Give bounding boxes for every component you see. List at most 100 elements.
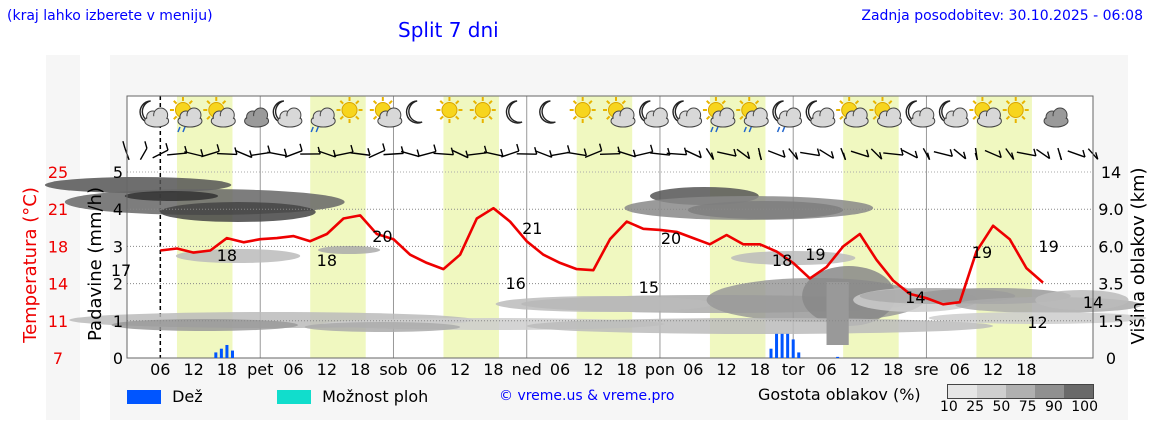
weather-icon-slot bbox=[169, 97, 203, 133]
cloud-icon bbox=[710, 107, 736, 128]
cloud-blob bbox=[928, 312, 1147, 324]
cloud-blob bbox=[624, 196, 874, 220]
weather-icon-slot bbox=[1002, 97, 1029, 123]
temperature-tick-label: 14 bbox=[48, 275, 68, 294]
temperature-tick-label: 18 bbox=[48, 237, 68, 256]
temperature-label: 20 bbox=[661, 229, 681, 248]
cloud-icon bbox=[177, 107, 203, 128]
temperature-label: 12 bbox=[1027, 313, 1047, 332]
cloud-icon bbox=[843, 107, 869, 128]
rain-bar bbox=[775, 333, 779, 358]
x-tick-label: 12 bbox=[450, 360, 470, 379]
weather-icon-slot bbox=[772, 100, 803, 133]
x-tick-label: 18 bbox=[483, 360, 503, 379]
wind-barb-icon bbox=[368, 143, 386, 159]
x-tick-label: 18 bbox=[350, 360, 370, 379]
temperature-label: 18 bbox=[772, 251, 792, 270]
wind-barb-icon bbox=[599, 146, 621, 156]
weather-icon-slot bbox=[905, 100, 936, 128]
cloud-icon bbox=[677, 107, 703, 128]
daylight-band bbox=[443, 96, 499, 358]
wind-barb-icon bbox=[819, 149, 835, 159]
daylight-band bbox=[576, 96, 633, 358]
x-tick-label: 12 bbox=[583, 360, 603, 379]
temperature-label: 18 bbox=[217, 246, 237, 265]
rain-drops-icon bbox=[310, 126, 319, 133]
weather-icon-slot bbox=[702, 97, 736, 133]
wind-barb-icon bbox=[984, 149, 1002, 159]
cloud-icon bbox=[210, 107, 236, 128]
rain-bar bbox=[836, 356, 840, 358]
rain-label: Dež bbox=[172, 387, 203, 406]
rain-drops-icon bbox=[743, 126, 752, 133]
rain-bar bbox=[780, 333, 784, 358]
wind-barb-icon bbox=[417, 144, 437, 158]
wind-barb-icon bbox=[666, 147, 688, 156]
cloud-blob bbox=[304, 322, 461, 332]
page-title: Split 7 dni bbox=[398, 18, 499, 42]
weather-icon-slot bbox=[139, 100, 170, 128]
cloud-density-label: Gostota oblakov (%) bbox=[758, 385, 921, 404]
cloud-density-swatch bbox=[1064, 385, 1093, 398]
wind-barb-icon bbox=[483, 148, 504, 157]
wind-barb-icon bbox=[184, 149, 204, 157]
location-hint-link[interactable]: (kraj lahko izberete v meniju) bbox=[7, 8, 213, 24]
cloud-icon bbox=[943, 107, 969, 128]
precipitation-tick-label: 2 bbox=[113, 275, 123, 294]
x-tick-label: 06 bbox=[283, 360, 303, 379]
cloud-density-swatch bbox=[948, 385, 977, 398]
temperature-tick-label: 7 bbox=[53, 349, 63, 368]
x-tick-label: 06 bbox=[150, 360, 170, 379]
temperature-tick-label: 21 bbox=[48, 200, 68, 219]
wind-barb-icon bbox=[267, 148, 288, 157]
precipitation-tick-label: 0 bbox=[113, 349, 123, 368]
x-tick-label: tor bbox=[782, 360, 805, 379]
wind-barb-icon bbox=[974, 147, 979, 161]
cloud-height-tick-label: 9.0 bbox=[1098, 200, 1123, 219]
sun-icon bbox=[1002, 97, 1029, 123]
precipitation-axis-title: Padavine (mm/h) bbox=[85, 187, 106, 341]
weather-icon-slot bbox=[203, 97, 236, 128]
rain-bar bbox=[230, 350, 234, 358]
cloud-icon bbox=[777, 107, 803, 128]
weather-icon-slot bbox=[836, 97, 869, 128]
sun-icon bbox=[336, 97, 363, 123]
wind-barb-icon bbox=[201, 144, 220, 158]
wind-barb-icon bbox=[767, 150, 786, 158]
weather-icon-slot bbox=[310, 107, 336, 133]
wind-barb-icon bbox=[870, 148, 883, 160]
x-tick-label: pon bbox=[645, 360, 675, 379]
credit-link[interactable]: © vreme.us & vreme.pro bbox=[499, 388, 675, 404]
cloud-height-tick-label: 6.0 bbox=[1098, 237, 1123, 256]
wind-barb-icon bbox=[235, 149, 253, 159]
cloud-blob bbox=[175, 249, 301, 263]
cloud-height-tick-label: 0 bbox=[1106, 349, 1116, 368]
rain-bar bbox=[797, 352, 801, 358]
wind-barb-icon bbox=[1057, 147, 1063, 161]
x-tick-label: sob bbox=[379, 360, 407, 379]
temperature-label: 19 bbox=[972, 243, 992, 262]
weather-icon-slot bbox=[539, 100, 556, 124]
cloud-density-ticks: 10 25 50 75 90 100 bbox=[940, 399, 1098, 415]
rain-drops-icon bbox=[177, 126, 186, 133]
moon-icon bbox=[539, 100, 556, 124]
x-tick-label: 18 bbox=[217, 360, 237, 379]
cloud-height-axis-title: Višina oblakov (km) bbox=[1128, 167, 1149, 344]
precipitation-tick-label: 1 bbox=[113, 312, 123, 331]
weather-icon-slot bbox=[369, 97, 403, 128]
x-tick-label: 12 bbox=[850, 360, 870, 379]
wind-barb-icon bbox=[922, 147, 931, 161]
wind-barb-icon bbox=[550, 145, 571, 157]
temperature-label: 16 bbox=[505, 274, 525, 293]
cloud-blob bbox=[317, 246, 381, 254]
wind-barb-icon bbox=[901, 149, 919, 159]
cloud-icon bbox=[310, 107, 336, 128]
wind-barb-icon bbox=[933, 149, 953, 158]
wind-barb-icon bbox=[1016, 148, 1037, 157]
wind-barb-icon bbox=[883, 147, 904, 156]
wind-barb-icon bbox=[300, 146, 321, 155]
cloud-blob bbox=[124, 191, 219, 201]
cloud-blob bbox=[526, 318, 994, 334]
cloud-density-tick: 90 bbox=[1045, 399, 1063, 415]
temperature-tick-label: 11 bbox=[48, 312, 68, 331]
